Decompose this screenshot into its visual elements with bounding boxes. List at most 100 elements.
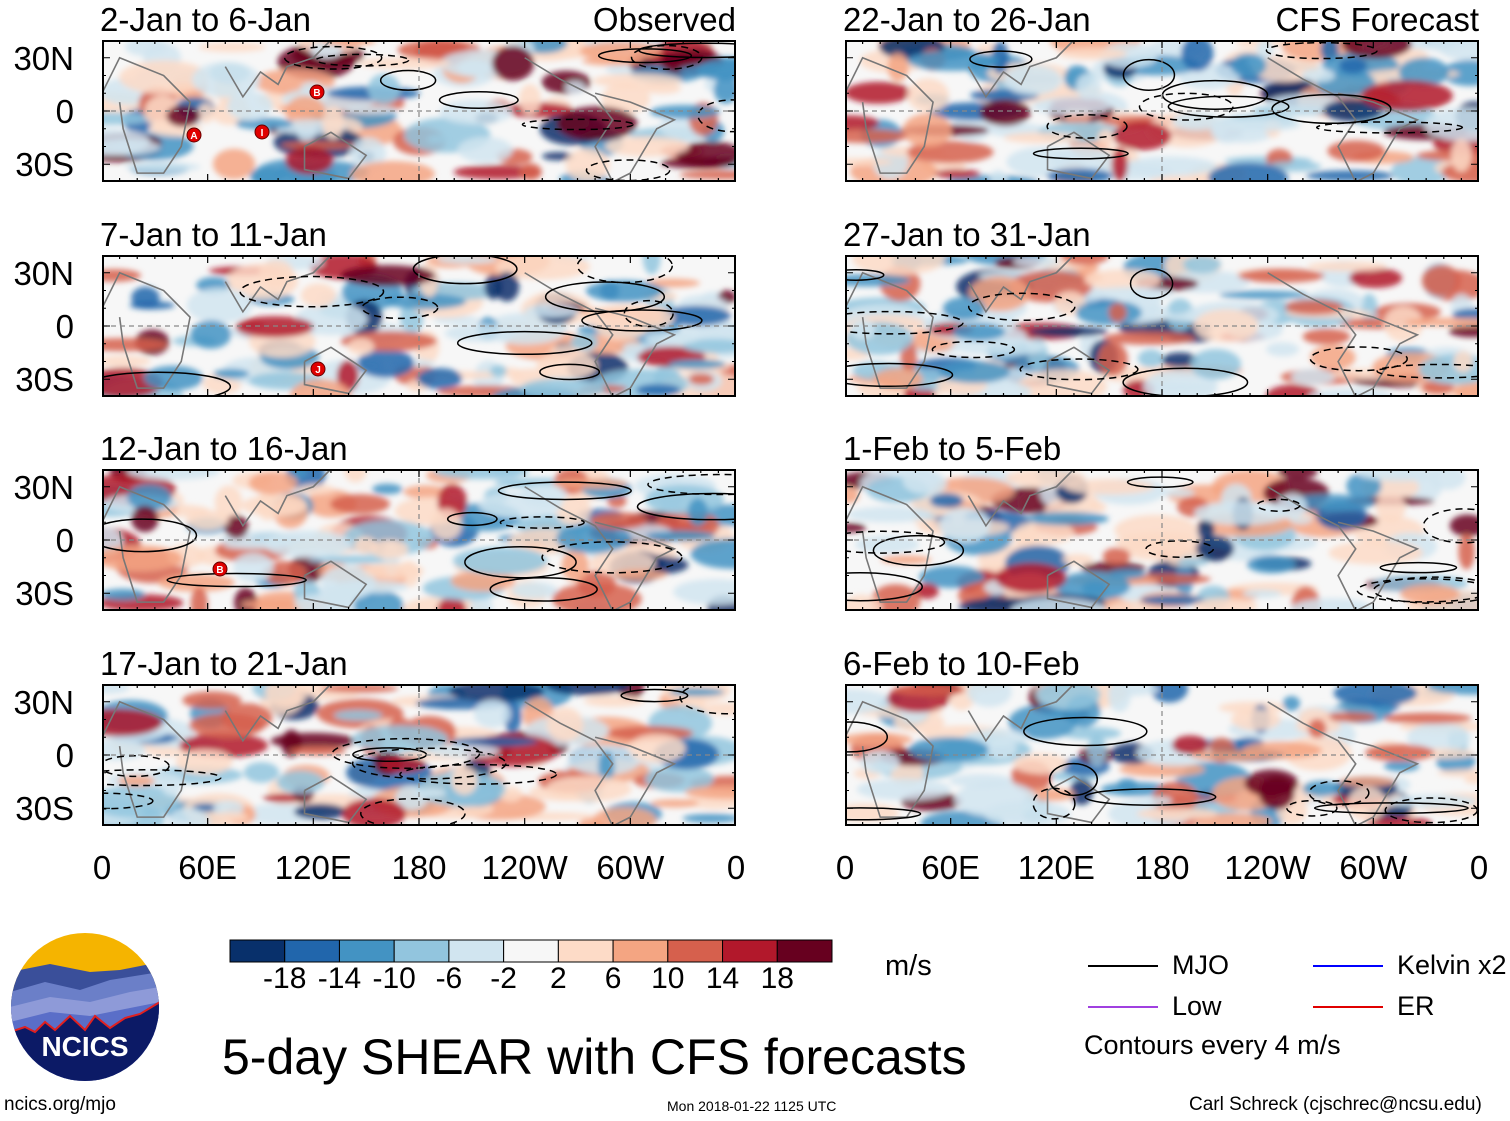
shear-anomaly-cell [939,507,991,543]
shear-anomaly-cell [1061,255,1109,265]
figure-title: 5-day SHEAR with CFS forecasts [222,1029,967,1085]
contour-line [845,721,889,753]
shear-anomaly-cell [1099,42,1158,69]
legend-label: Low [1172,991,1222,1021]
lon-tick-label: 60W [596,849,665,886]
contour-line [521,118,634,131]
shear-anomaly-cell [673,579,736,605]
ncics-logo: NCICS [11,933,159,1081]
shear-anomaly-cell [191,62,261,98]
shear-anomaly-cell [1218,701,1286,714]
lat-tick-label: 0 [55,93,74,130]
legend-label: MJO [1172,950,1229,980]
storm-label: B [216,565,223,576]
storm-label: J [315,365,321,376]
contour-line [497,481,632,501]
shear-anomaly-cell [1242,741,1323,760]
shear-anomaly-cell [690,538,736,569]
shear-anomaly-cell [209,812,249,823]
storm-label: B [313,88,320,99]
shear-anomaly-cell [1356,469,1442,482]
shear-anomaly-cell [683,338,736,354]
shear-anomaly-cell [412,788,447,798]
lon-tick-label: 60E [178,849,238,886]
contour-line [1315,121,1464,134]
footer-url[interactable]: ncics.org/mjo [4,1094,116,1115]
shear-anomaly-cell [845,594,883,611]
shear-anomaly-cell [1013,753,1068,774]
contour-line [1046,114,1128,139]
shear-anomaly-cell [1436,769,1479,778]
shear-anomaly-cell [650,799,699,808]
shear-anomaly-cell [417,367,463,390]
coastlines [102,255,677,397]
shear-anomaly-cell [1365,816,1433,826]
colorbar-tick-label: -2 [490,962,517,995]
shear-anomaly-cell [1242,589,1282,599]
shear-anomaly-cell [1112,121,1172,151]
panel-title: 1-Feb to 5-Feb [843,430,1062,467]
shear-anomaly-cell [289,746,347,756]
shear-anomaly-cell [667,359,726,369]
shear-anomaly-cell [357,348,415,378]
shear-anomaly-cell [542,152,574,161]
lat-tick-label: 30N [13,255,74,292]
lat-tick-label: 30N [13,684,74,721]
shear-anomaly-cell [336,360,359,392]
shear-anomaly-cell [1301,68,1336,83]
shear-anomaly-cell [1307,261,1387,272]
mjo-contours [102,255,703,397]
shear-anomaly-cell [1364,744,1435,762]
shear-anomaly-cell [1097,129,1114,147]
contour-line [1032,147,1129,160]
contour-line [102,518,198,553]
contour-line [102,371,232,397]
contour-line [464,545,577,579]
colorbar-swatch [667,939,724,963]
lon-tick-label: 120E [1017,849,1095,886]
legend-label: Kelvin x2 [1397,950,1507,980]
shear-anomaly-cell [1102,547,1131,565]
shear-anomaly-cell [1398,57,1450,87]
contour-line [1356,578,1479,603]
shear-anomaly-cell [293,803,347,820]
shear-anomaly-cell [102,128,151,156]
shear-anomaly-cell [979,99,1031,126]
shear-anomaly-cell [436,255,498,264]
units-label: m/s [885,950,932,982]
shear-anomaly-cell [450,570,516,592]
contour-line [620,688,689,703]
shear-anomaly-cell [370,539,409,559]
shear-anomaly-cell [197,103,215,124]
shear-anomaly-cell [1333,684,1418,707]
lon-tick-label: 0 [1469,849,1489,886]
shear-anomaly-cell [347,338,375,356]
contour-line [499,516,585,529]
shear-anomaly-cell [552,582,642,611]
shear-anomaly-cell [1421,381,1455,395]
contour-line [638,42,736,59]
contour-line [1373,576,1479,605]
colorbar-tick-label: 10 [651,962,685,995]
shear-anomaly-cell [678,63,736,78]
shear-anomaly-cell [847,506,933,523]
shear-anomaly-cell [1190,348,1242,380]
lat-tick-label: 30S [15,790,74,827]
shear-anomaly-cell [684,785,736,800]
shear-anomaly-cell [1140,595,1205,606]
shear-anomaly-cell [344,469,367,483]
contour-line [1084,788,1217,806]
mjo-contours [283,42,736,182]
shear-anomaly-cell [1391,156,1452,182]
shear-anomaly-cell [1310,344,1356,371]
shear-anomaly-cell [1428,40,1456,52]
shear-anomaly-cell [989,169,1008,182]
shear-anomaly-cell [1057,47,1127,60]
contour-line [623,299,674,328]
shear-anomaly-cell [437,597,467,611]
lat-tick-label: 30N [13,469,74,506]
shear-anomaly-cell [322,106,344,140]
shear-anomaly-cell [1266,342,1300,357]
panel-title: 2-Jan to 6-Jan [100,1,311,38]
contour-line [166,572,307,588]
